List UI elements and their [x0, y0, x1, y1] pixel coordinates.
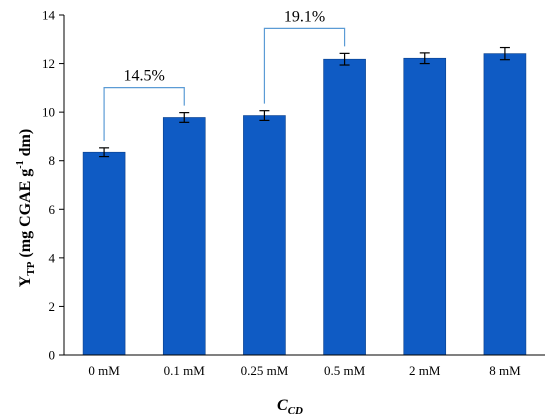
- percent-increase-label: 14.5%: [124, 68, 165, 85]
- y-tick-label: 10: [42, 105, 55, 120]
- y-axis-title-main: Y: [17, 275, 34, 287]
- y-tick-label: 4: [49, 250, 56, 265]
- x-axis-title: CCD: [277, 397, 303, 417]
- percent-increase-label: 19.1%: [284, 8, 325, 25]
- x-tick-label: 2 mM: [409, 363, 441, 378]
- bar: [82, 151, 126, 356]
- y-axis-title-end: dm): [17, 129, 34, 161]
- x-tick-label: 0 mM: [88, 363, 120, 378]
- x-axis-title-sub: CD: [288, 405, 303, 417]
- y-axis-title-sup: -1: [15, 160, 26, 168]
- bar: [403, 57, 447, 356]
- y-tick-label: 2: [49, 299, 56, 314]
- error-bars-group: [99, 46, 510, 158]
- annotations-group: 14.5% 19.1%: [103, 8, 346, 141]
- y-tick-label: 6: [49, 202, 56, 217]
- y-axis-title-sub: TP: [25, 261, 37, 275]
- y-tick-label: 14: [42, 8, 56, 23]
- y-axis-title: YTP (mg CGAE g-1 dm): [15, 129, 37, 287]
- bars-group: [82, 53, 527, 356]
- y-tick-label: 12: [42, 56, 55, 71]
- bar: [323, 58, 366, 356]
- bar: [483, 53, 527, 356]
- x-axis-title-main: C: [277, 397, 288, 414]
- y-tick-label: 0: [49, 348, 56, 363]
- y-tick-label: 8: [49, 153, 56, 168]
- x-tick-label: 0.5 mM: [324, 363, 366, 378]
- x-tick-label: 0.25 mM: [241, 363, 289, 378]
- bar: [243, 115, 286, 356]
- x-tick-label: 0.1 mM: [164, 363, 206, 378]
- comparison-bracket: [103, 87, 185, 141]
- bar: [162, 117, 206, 356]
- x-tick-labels-group: 0 mM 0.1 mM 0.25 mM 0.5 mM 2 mM 8 mM: [88, 363, 521, 378]
- y-axis-title-rest: (mg CGAE g: [17, 169, 34, 262]
- x-tick-label: 8 mM: [489, 363, 521, 378]
- y-ticks-group: 0 2 4 6 8 10 12 14: [42, 8, 64, 363]
- comparison-bracket: [263, 27, 346, 104]
